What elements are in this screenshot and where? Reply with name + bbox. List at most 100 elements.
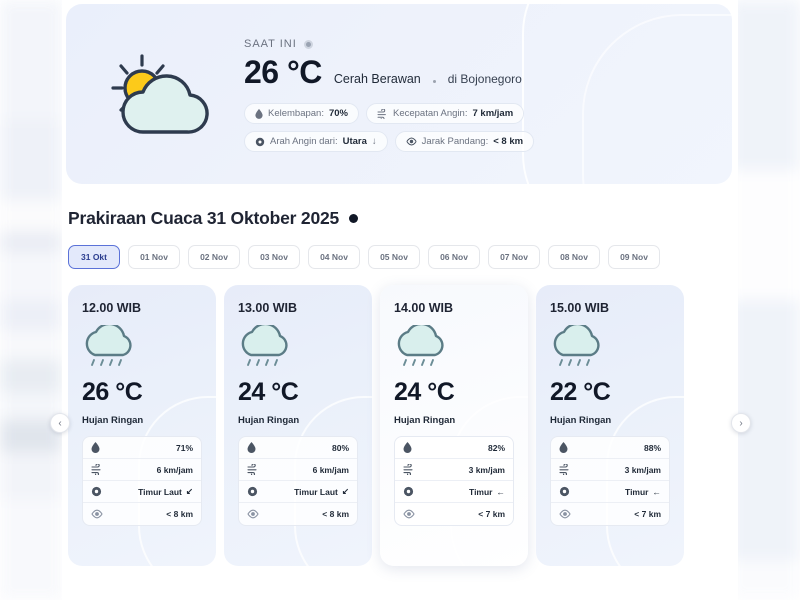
stat-row-visibility: < 7 km [551, 503, 669, 525]
date-tabs: 31 Okt 01 Nov 02 Nov 03 Nov 04 Nov 05 Nov 06 N… [68, 245, 738, 269]
forecast-description: Hujan Ringan [550, 415, 612, 426]
chip-visibility-value: < 8 km [493, 136, 524, 147]
stat-row-wind-direction: Timur Laut ↙ [83, 481, 201, 503]
forecast-temperature: 24 °C [394, 378, 455, 406]
blurred-right-panel [730, 0, 800, 600]
date-tab-02-nov[interactable]: 02 Nov [188, 245, 240, 269]
forecast-stats: 82% 3 km/jam Timur ← < 7 km [394, 436, 514, 526]
eye-icon [403, 509, 415, 519]
forecast-description: Hujan Ringan [394, 415, 456, 426]
forecast-temperature: 22 °C [550, 378, 611, 406]
humidity-drop-icon [559, 442, 568, 453]
forecast-card[interactable]: 13.00 WIB 24 °C Hujan Ringan 80% 6 km/ja… [224, 285, 372, 566]
humidity-drop-icon [403, 442, 412, 453]
stat-row-humidity: 82% [395, 437, 513, 459]
date-tab-31-okt[interactable]: 31 Okt [68, 245, 120, 269]
stat-wind-direction-value: Timur [625, 486, 649, 497]
chip-humidity: Kelembapan: 70% [244, 103, 359, 124]
chip-wind-direction: Arah Angin dari: Utara ↓ [244, 131, 388, 152]
chip-visibility-label: Jarak Pandang: [421, 136, 489, 147]
stat-visibility-value: < 8 km [166, 509, 193, 519]
compass-icon [255, 137, 265, 147]
date-tab-07-nov[interactable]: 07 Nov [488, 245, 540, 269]
separator-dot-icon [432, 80, 436, 83]
forecast-card[interactable]: 14.00 WIB 24 °C Hujan Ringan 82% 3 km/ja… [380, 285, 528, 566]
stat-wind-direction-value: Timur [469, 486, 493, 497]
stat-wind-direction-value: Timur Laut [294, 486, 338, 497]
stat-row-visibility: < 7 km [395, 503, 513, 525]
info-icon [303, 39, 313, 49]
stat-row-visibility: < 8 km [83, 503, 201, 525]
carousel-next-button[interactable]: › [731, 413, 751, 433]
bullet-dot-icon [349, 214, 359, 223]
forecast-time: 12.00 WIB [82, 301, 142, 315]
stat-row-wind-speed: 6 km/jam [83, 459, 201, 481]
chip-humidity-value: 70% [328, 108, 348, 119]
date-tab-01-nov[interactable]: 01 Nov [128, 245, 180, 269]
compass-icon [91, 486, 102, 497]
chip-wind-direction-label: Arah Angin dari: [270, 136, 338, 147]
stat-row-wind-direction: Timur ← [551, 481, 669, 503]
compass-icon [559, 486, 570, 497]
rain-cloud-icon [236, 322, 358, 374]
chip-wind-speed-label: Kecepatan Angin: [393, 108, 468, 119]
chevron-right-icon: › [739, 417, 743, 429]
eye-icon [406, 137, 417, 146]
stat-visibility-value: < 7 km [634, 509, 661, 519]
stat-humidity-value: 71% [175, 442, 193, 453]
forecast-card[interactable]: 15.00 WIB 22 °C Hujan Ringan 88% 3 km/ja… [536, 285, 684, 566]
carousel-prev-button[interactable]: ‹ [50, 413, 70, 433]
stat-humidity-value: 88% [643, 442, 661, 453]
stat-row-wind-speed: 3 km/jam [551, 459, 669, 481]
sun-behind-cloud-icon [84, 18, 244, 170]
forecast-card-list: 12.00 WIB 26 °C Hujan Ringan 71% 6 km/ja… [62, 285, 738, 566]
compass-icon [247, 486, 258, 497]
stat-wind-speed-value: 3 km/jam [624, 464, 661, 475]
stat-visibility-value: < 8 km [322, 509, 349, 519]
date-tab-06-nov[interactable]: 06 Nov [428, 245, 480, 269]
stat-row-wind-direction: Timur Laut ↙ [239, 481, 357, 503]
date-tab-08-nov[interactable]: 08 Nov [548, 245, 600, 269]
current-label: SAAT INI [244, 38, 297, 50]
stat-wind-speed-value: 6 km/jam [312, 464, 349, 475]
current-temp-row: 26 °C Cerah Berawan di Bojonegoro [244, 54, 714, 91]
date-tab-03-nov[interactable]: 03 Nov [248, 245, 300, 269]
stat-row-wind-direction: Timur ← [395, 481, 513, 503]
wind-direction-arrow-icon: ← [496, 486, 506, 497]
current-temperature: 26 °C [244, 54, 322, 90]
humidity-drop-icon [247, 442, 256, 453]
current-stats-chips: Kelembapan: 70% Kecepatan Angin: 7 km/ja… [244, 103, 674, 152]
current-label-row: SAAT INI [244, 38, 714, 50]
chip-wind-speed-value: 7 km/jam [472, 108, 514, 119]
wind-direction-arrow-icon: ↓ [371, 136, 377, 147]
stat-row-humidity: 80% [239, 437, 357, 459]
chevron-left-icon: ‹ [58, 417, 62, 429]
forecast-time: 14.00 WIB [394, 301, 454, 315]
stat-row-visibility: < 8 km [239, 503, 357, 525]
chip-visibility: Jarak Pandang: < 8 km [394, 131, 535, 152]
date-tab-05-nov[interactable]: 05 Nov [368, 245, 420, 269]
forecast-temperature: 24 °C [238, 378, 299, 406]
date-tab-04-nov[interactable]: 04 Nov [308, 245, 360, 269]
compass-icon [403, 486, 414, 497]
current-condition: Cerah Berawan [333, 72, 421, 86]
forecast-description: Hujan Ringan [82, 415, 144, 426]
forecast-temperature: 26 °C [82, 378, 143, 406]
eye-icon [247, 509, 259, 519]
forecast-stats: 80% 6 km/jam Timur Laut ↙ < 8 km [238, 436, 358, 526]
stat-wind-speed-value: 3 km/jam [468, 464, 505, 475]
forecast-card[interactable]: 12.00 WIB 26 °C Hujan Ringan 71% 6 km/ja… [68, 285, 216, 566]
page-title: Prakiraan Cuaca 31 Oktober 2025 [68, 208, 340, 228]
date-tab-09-nov[interactable]: 09 Nov [608, 245, 660, 269]
stat-visibility-value: < 7 km [478, 509, 505, 519]
forecast-stats: 88% 3 km/jam Timur ← < 7 km [550, 436, 670, 526]
forecast-time: 13.00 WIB [238, 301, 298, 315]
wind-icon [247, 464, 259, 475]
forecast-section-header: Prakiraan Cuaca 31 Oktober 2025 [68, 208, 738, 229]
current-location: di Bojonegoro [447, 72, 522, 86]
stat-wind-speed-value: 6 km/jam [156, 464, 193, 475]
main-content: SAAT INI 26 °C Cerah Berawan di Bojonego… [50, 0, 751, 600]
rain-cloud-icon [80, 322, 202, 374]
chip-wind-direction-value: Utara [342, 136, 367, 147]
wind-icon [91, 464, 103, 475]
